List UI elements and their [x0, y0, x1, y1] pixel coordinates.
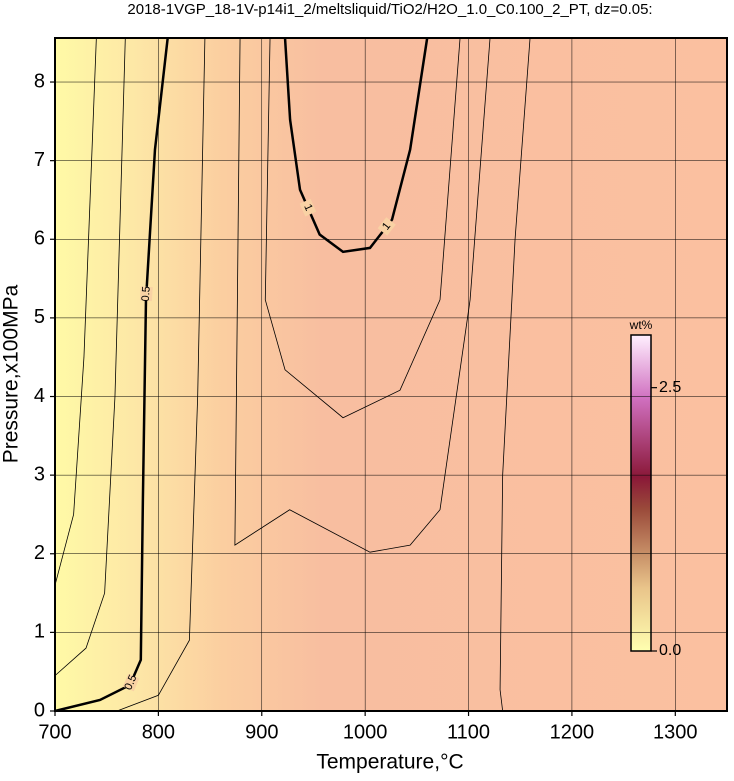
y-tick-label: 6 — [34, 228, 45, 250]
y-tick-label: 0 — [34, 699, 45, 721]
contour-line — [54, 37, 169, 713]
contour-label-bg — [299, 198, 317, 217]
x-tick-label: 1000 — [343, 721, 388, 743]
contour-line — [234, 37, 491, 553]
y-tick-label: 8 — [34, 70, 45, 92]
contour-line — [54, 37, 97, 586]
contour-label-bg — [377, 217, 396, 236]
x-tick-label: 1300 — [653, 721, 698, 743]
colorbar-label: wt% — [629, 318, 653, 332]
colorbar-tick-label: 2.5 — [659, 379, 681, 396]
x-tick-label: 800 — [142, 721, 175, 743]
y-tick-label: 3 — [34, 463, 45, 485]
x-tick-label: 700 — [38, 721, 71, 743]
contour-line — [499, 37, 531, 712]
x-tick-label: 1100 — [447, 721, 490, 743]
contour-label: 0.5 — [140, 286, 153, 302]
colorbar-tick-label: 0.0 — [659, 642, 681, 659]
x-tick-label: 1200 — [550, 721, 595, 743]
contour-line — [54, 37, 126, 676]
contour-line — [116, 37, 206, 712]
y-tick-label: 4 — [34, 385, 45, 407]
x-tick-label: 900 — [245, 721, 278, 743]
y-tick-label: 7 — [34, 149, 45, 171]
x-axis-label: Temperature,°C — [316, 751, 463, 774]
field — [55, 38, 727, 711]
contour-label: 1 — [301, 202, 314, 212]
chart-title: 2018-1VGP_18-1V-p14i1_2/meltsliquid/TiO2… — [127, 1, 652, 18]
contour-line — [264, 37, 461, 419]
y-tick-label: 1 — [34, 621, 45, 643]
y-tick-label: 5 — [34, 306, 45, 328]
colorbar — [630, 334, 652, 652]
plot-frame — [54, 37, 728, 712]
y-tick-label: 2 — [34, 542, 45, 564]
contour-label-bg — [122, 673, 140, 692]
contour-line — [283, 37, 429, 254]
y-axis-label: Pressure,x100MPa — [0, 284, 23, 463]
contour-label: 0.5 — [122, 673, 139, 692]
contour-label-bg — [139, 286, 153, 302]
